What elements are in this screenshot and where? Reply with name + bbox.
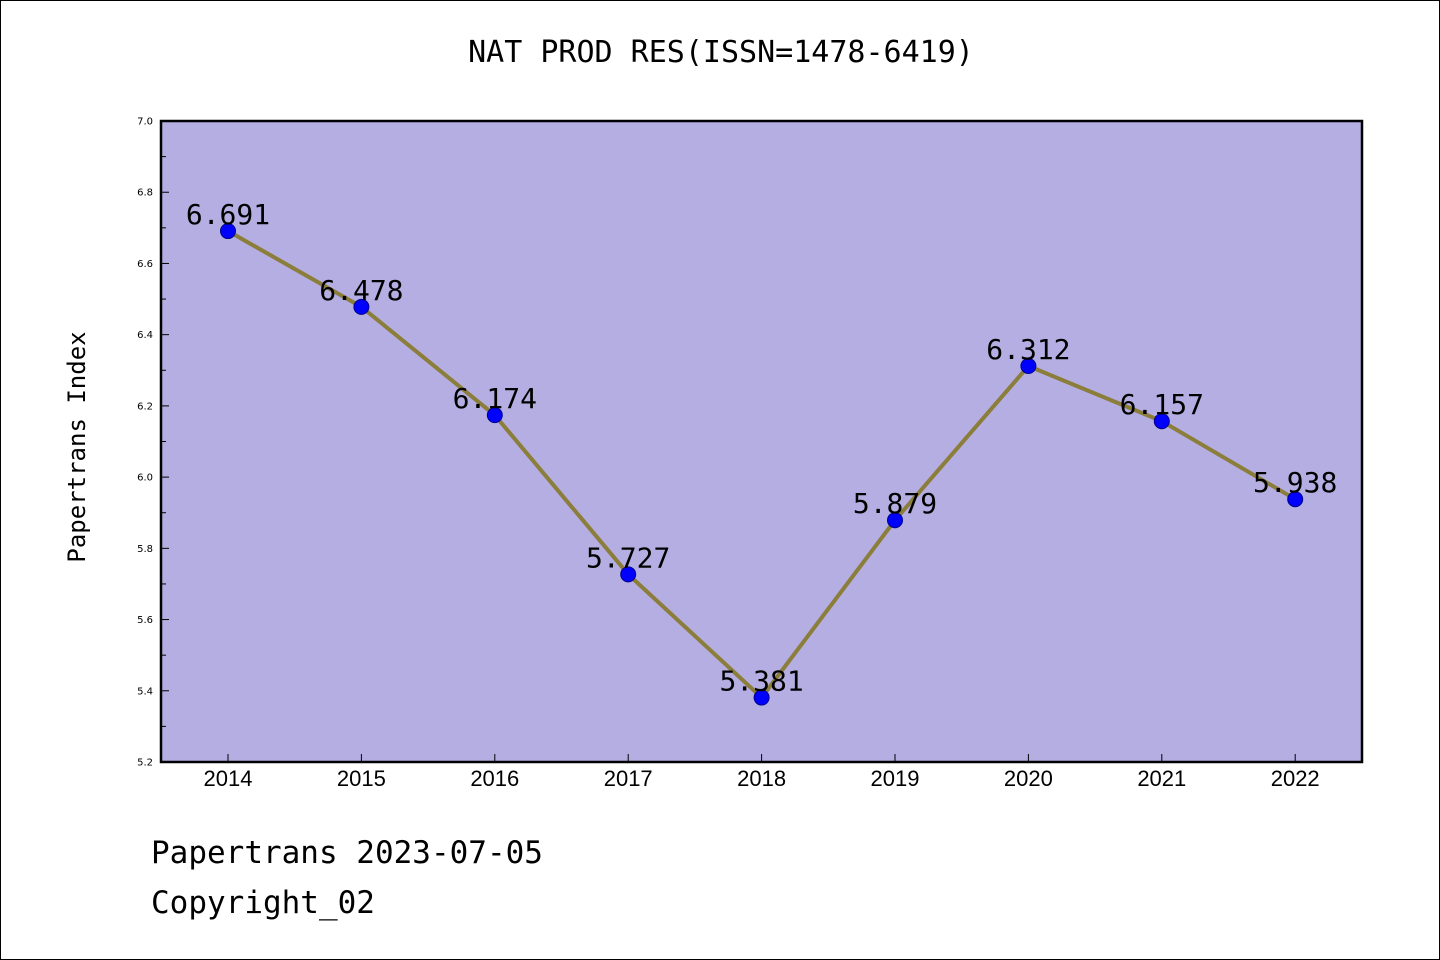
x-tick-label: 2020: [1004, 766, 1053, 791]
data-label: 6.312: [986, 333, 1070, 366]
footer-copyright: Copyright_02: [151, 885, 375, 921]
data-point: [1287, 491, 1304, 508]
data-label: 5.879: [853, 487, 937, 520]
y-tick-label: 5.6: [137, 615, 153, 626]
x-tick-label: 2018: [737, 766, 786, 791]
data-label: 6.478: [319, 274, 403, 307]
y-tick-label: 5.8: [137, 544, 153, 555]
plot-border: [159, 119, 1364, 764]
plot-area: [161, 121, 1362, 762]
x-tick-label: 2014: [204, 766, 253, 791]
x-tick-label: 2021: [1137, 766, 1186, 791]
data-point: [887, 512, 903, 529]
y-tick-label: 6.6: [137, 259, 153, 270]
x-tick-label: 2019: [871, 766, 920, 791]
y-axis-label: Papertrans Index: [63, 331, 91, 563]
x-tick-label: 2016: [470, 766, 519, 791]
data-label: 6.157: [1120, 388, 1204, 421]
data-label: 5.938: [1253, 466, 1337, 499]
data-point: [486, 407, 503, 424]
y-tick-label: 6.2: [137, 401, 153, 412]
x-tick-label: 2015: [337, 766, 386, 791]
chart-title: NAT PROD RES(ISSN=1478-6419): [468, 35, 974, 70]
x-tick-label: 2022: [1271, 766, 1320, 791]
data-point: [753, 689, 770, 706]
y-tick-label: 5.2: [137, 758, 153, 769]
data-label: 5.727: [586, 541, 670, 574]
data-label: 6.174: [453, 382, 537, 415]
footer-date-line: Papertrans 2023-07-05: [151, 835, 543, 871]
data-point: [353, 298, 370, 315]
data-point: [620, 566, 637, 583]
y-tick-label: 5.4: [137, 686, 153, 697]
y-tick-label: 6.8: [137, 188, 153, 199]
y-tick-label: 6.0: [137, 473, 153, 484]
data-point: [1153, 413, 1170, 430]
y-tick-label: 6.4: [137, 330, 153, 341]
data-label: 5.381: [719, 665, 803, 698]
y-tick-label: 7.0: [137, 117, 153, 128]
data-point: [1020, 358, 1037, 375]
data-point: [220, 223, 236, 240]
x-tick-label: 2017: [604, 766, 653, 791]
data-label: 6.691: [186, 198, 270, 231]
